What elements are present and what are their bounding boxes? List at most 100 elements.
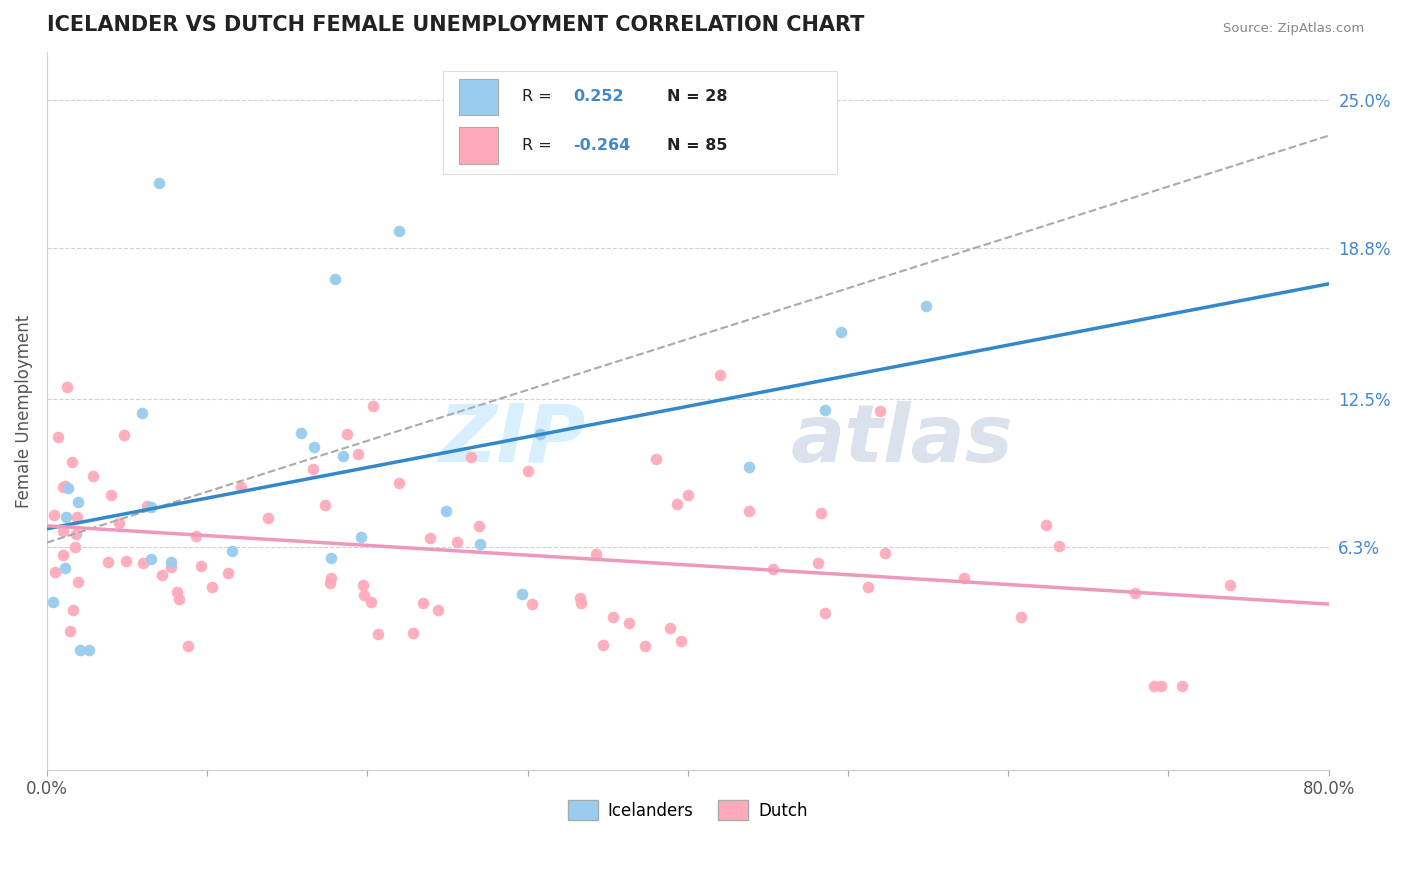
- Point: [256, 511, 278, 525]
- Point: [633, 639, 655, 653]
- Point: [150, 568, 173, 582]
- Point: [952, 571, 974, 585]
- Point: [52, 480, 75, 494]
- Point: [115, 554, 138, 568]
- Point: [419, 531, 441, 545]
- Point: [510, 587, 533, 601]
- Point: [77, 643, 100, 657]
- Point: [314, 498, 336, 512]
- FancyBboxPatch shape: [458, 127, 498, 163]
- Point: [53, 561, 76, 575]
- Point: [349, 530, 371, 544]
- Text: Source: ZipAtlas.com: Source: ZipAtlas.com: [1223, 22, 1364, 36]
- Point: [139, 551, 162, 566]
- Point: [676, 488, 699, 502]
- Point: [231, 480, 253, 494]
- Point: [602, 610, 624, 624]
- Text: ZIP: ZIP: [437, 401, 585, 479]
- Point: [434, 504, 457, 518]
- Point: [1010, 609, 1032, 624]
- Point: [332, 449, 354, 463]
- Point: [529, 427, 551, 442]
- Point: [319, 550, 342, 565]
- Point: [167, 592, 190, 607]
- Point: [42, 508, 65, 522]
- Point: [323, 272, 346, 286]
- Point: [56, 380, 79, 394]
- Text: -0.264: -0.264: [572, 137, 630, 153]
- Point: [221, 544, 243, 558]
- Point: [468, 537, 491, 551]
- Point: [644, 451, 666, 466]
- Point: [569, 591, 592, 605]
- Point: [302, 461, 325, 475]
- Point: [367, 627, 389, 641]
- Point: [53, 479, 76, 493]
- Point: [44, 565, 66, 579]
- Y-axis label: Female Unemployment: Female Unemployment: [15, 314, 32, 508]
- FancyBboxPatch shape: [458, 78, 498, 115]
- Point: [336, 426, 359, 441]
- Point: [66, 510, 89, 524]
- Point: [346, 446, 368, 460]
- Point: [1219, 578, 1241, 592]
- Point: [148, 177, 170, 191]
- Text: R =: R =: [522, 137, 557, 153]
- Point: [360, 595, 382, 609]
- Point: [361, 400, 384, 414]
- Point: [762, 562, 785, 576]
- Point: [592, 639, 614, 653]
- Point: [402, 626, 425, 640]
- Point: [184, 528, 207, 542]
- Point: [856, 580, 879, 594]
- Point: [709, 368, 731, 382]
- Point: [56, 481, 79, 495]
- Point: [59, 624, 82, 638]
- Point: [108, 516, 131, 530]
- Point: [658, 621, 681, 635]
- Point: [671, 633, 693, 648]
- Point: [66, 495, 89, 509]
- Point: [412, 596, 434, 610]
- Point: [915, 299, 938, 313]
- Text: N = 28: N = 28: [668, 89, 728, 104]
- Point: [807, 556, 830, 570]
- Text: N = 85: N = 85: [668, 137, 728, 153]
- Point: [160, 556, 183, 570]
- Point: [319, 575, 342, 590]
- Point: [569, 596, 592, 610]
- Point: [426, 603, 449, 617]
- Point: [46, 430, 69, 444]
- Point: [55, 510, 77, 524]
- Point: [139, 500, 162, 515]
- Point: [131, 406, 153, 420]
- Point: [737, 460, 759, 475]
- Point: [830, 325, 852, 339]
- Point: [1123, 586, 1146, 600]
- Text: R =: R =: [522, 89, 557, 104]
- Point: [136, 499, 159, 513]
- Point: [585, 547, 607, 561]
- Point: [52, 548, 75, 562]
- Point: [65, 540, 87, 554]
- Point: [1143, 679, 1166, 693]
- Point: [1047, 539, 1070, 553]
- Point: [319, 571, 342, 585]
- Point: [132, 556, 155, 570]
- Point: [353, 588, 375, 602]
- Point: [190, 559, 212, 574]
- Text: 0.252: 0.252: [572, 89, 623, 104]
- Point: [1171, 679, 1194, 693]
- Point: [460, 450, 482, 464]
- Point: [69, 643, 91, 657]
- Point: [290, 426, 312, 441]
- Point: [352, 578, 374, 592]
- Point: [619, 616, 641, 631]
- Point: [62, 602, 84, 616]
- Point: [52, 524, 75, 538]
- Point: [388, 224, 411, 238]
- Point: [516, 464, 538, 478]
- Point: [467, 519, 489, 533]
- Text: atlas: atlas: [790, 401, 1014, 479]
- Point: [67, 575, 90, 590]
